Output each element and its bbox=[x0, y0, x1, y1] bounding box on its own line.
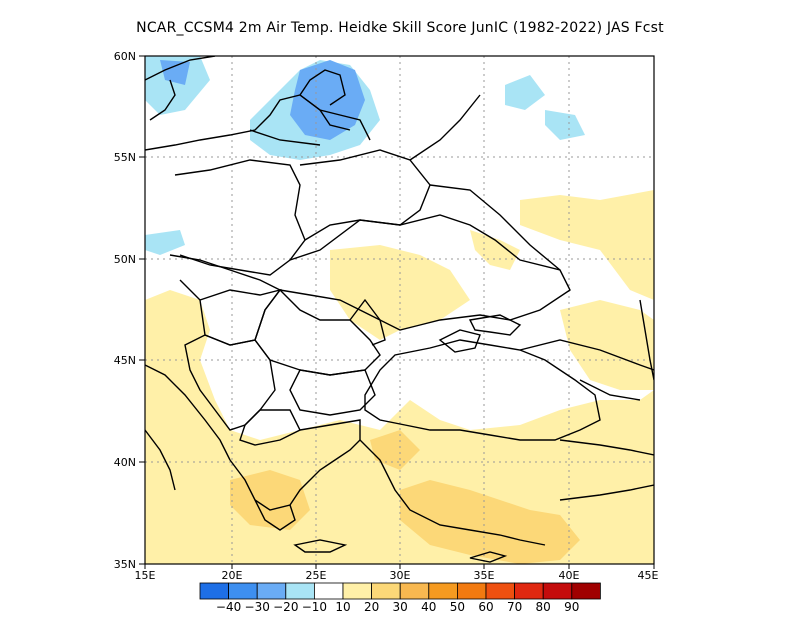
colorbar-swatch bbox=[313, 582, 344, 600]
lon-label: 45E bbox=[638, 569, 659, 582]
warm-area-ukraine2 bbox=[470, 230, 520, 270]
gulf-riga bbox=[299, 69, 346, 106]
colorbar-label: 20 bbox=[364, 600, 379, 614]
crimea-coast bbox=[438, 329, 481, 353]
skill-field bbox=[145, 56, 654, 564]
colorbar-swatch bbox=[428, 582, 458, 600]
cyprus bbox=[469, 551, 508, 563]
colorbar-swatch bbox=[199, 582, 230, 600]
colorbar-label: 50 bbox=[450, 600, 465, 614]
border-md bbox=[349, 298, 386, 346]
border-mk-al bbox=[239, 409, 301, 446]
border-tr-east bbox=[559, 439, 654, 501]
azov-coast bbox=[468, 314, 522, 336]
cool-area-ne2 bbox=[545, 110, 585, 140]
cool-mid-baltic bbox=[290, 60, 365, 140]
lat-label: 50N bbox=[114, 253, 136, 266]
lat-labels: 60N 55N 50N 45N 40N 35N bbox=[114, 50, 136, 571]
colorbar-swatch bbox=[542, 582, 573, 600]
border-gr-tr bbox=[299, 419, 361, 440]
warm-area-west bbox=[145, 320, 190, 380]
colorbar-swatch bbox=[514, 582, 544, 600]
warm-area-east2 bbox=[560, 300, 654, 390]
lon-label: 20E bbox=[222, 569, 243, 582]
peloponnese bbox=[254, 499, 296, 531]
colorbar-label: 10 bbox=[335, 600, 350, 614]
chart-title: NCAR_CCSM4 2m Air Temp. Heidke Skill Sco… bbox=[136, 20, 664, 36]
border-baltics bbox=[249, 94, 351, 146]
lon-labels: 15E 20E 25E 30E 35E 40E 45E bbox=[135, 569, 659, 582]
colorbar-label: 90 bbox=[564, 600, 579, 614]
cool-area-w bbox=[145, 230, 185, 255]
colorbar-label: 70 bbox=[507, 600, 522, 614]
lon-label: 30E bbox=[390, 569, 411, 582]
cool-area-ne bbox=[505, 75, 545, 110]
warm-area-east bbox=[520, 190, 654, 300]
warm-area-ukraine bbox=[330, 245, 470, 340]
cool-mid-nw bbox=[160, 60, 190, 85]
border-cz-sk bbox=[169, 254, 281, 301]
warm-mid-aegean bbox=[370, 430, 420, 470]
lon-label: 15E bbox=[135, 569, 156, 582]
colorbar-label: 40 bbox=[421, 600, 436, 614]
lat-label: 55N bbox=[114, 151, 136, 164]
cool-area-nw bbox=[145, 56, 210, 115]
turkey-coast bbox=[359, 439, 546, 546]
black-sea-coast bbox=[364, 339, 601, 441]
colorbar-swatch bbox=[571, 582, 601, 600]
tick-marks bbox=[139, 55, 655, 569]
colorbar-label: 30 bbox=[393, 600, 408, 614]
colorbar-swatch bbox=[371, 582, 401, 600]
gridlines bbox=[145, 56, 654, 564]
colorbar-label: −10 bbox=[302, 600, 327, 614]
border-bg bbox=[289, 369, 376, 416]
border-caucasus bbox=[519, 339, 654, 401]
colorbar: −40 −30 −20 −10 10 20 30 40 50 60 70 80 90 bbox=[199, 582, 601, 614]
lat-label: 35N bbox=[114, 558, 136, 571]
colorbar-swatch bbox=[485, 582, 516, 600]
border-hu bbox=[199, 288, 282, 346]
border-pl bbox=[174, 159, 306, 276]
coastlines-borders bbox=[145, 56, 654, 563]
warm-mid-greece bbox=[230, 470, 310, 530]
colorbar-swatch bbox=[342, 582, 373, 600]
colorbar-label: −40 bbox=[216, 600, 241, 614]
colorbar-swatch bbox=[228, 582, 258, 600]
scandinavia bbox=[145, 56, 216, 121]
border-by bbox=[299, 149, 431, 241]
colorbar-swatch bbox=[456, 582, 487, 600]
lon-label: 35E bbox=[474, 569, 495, 582]
colorbar-label: −20 bbox=[273, 600, 298, 614]
baltic-coast bbox=[145, 94, 371, 151]
greece-coast bbox=[229, 439, 361, 511]
border-ua bbox=[279, 214, 571, 331]
crete bbox=[293, 539, 348, 553]
border-ru bbox=[409, 94, 561, 271]
lat-label: 60N bbox=[114, 50, 136, 63]
colorbar-label: 60 bbox=[478, 600, 493, 614]
lon-label: 40E bbox=[559, 569, 580, 582]
colorbar-swatch bbox=[256, 582, 287, 600]
lon-label: 25E bbox=[306, 569, 327, 582]
italy-coast bbox=[145, 429, 176, 491]
colorbar-label: 80 bbox=[536, 600, 551, 614]
adriatic-coast bbox=[145, 364, 231, 461]
lat-label: 45N bbox=[114, 354, 136, 367]
colorbar-swatch bbox=[399, 582, 430, 600]
lat-label: 40N bbox=[114, 456, 136, 469]
colorbar-swatch bbox=[285, 582, 315, 600]
colorbar-label: −30 bbox=[245, 600, 270, 614]
